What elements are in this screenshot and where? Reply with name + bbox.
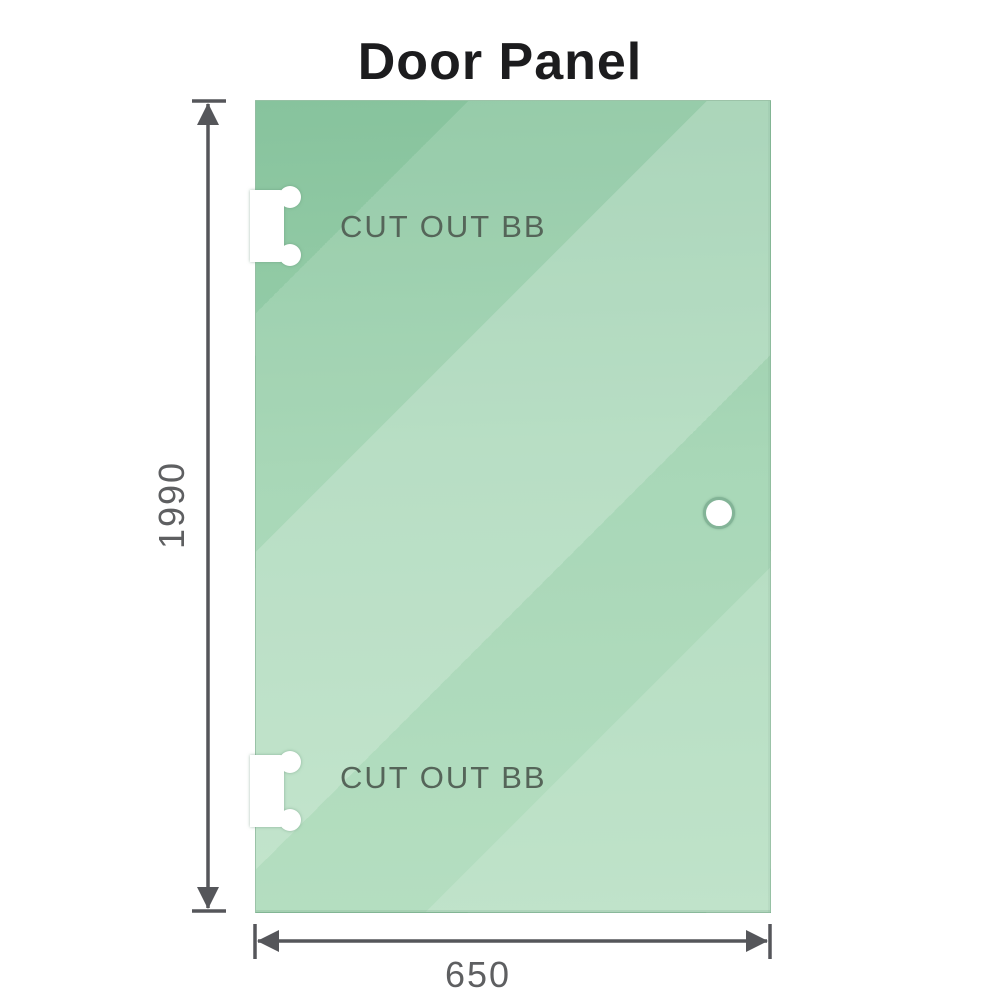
height-dimension-line	[192, 99, 226, 913]
handle-hole-icon	[703, 497, 735, 529]
arrow-right-icon	[746, 930, 768, 952]
height-dimension-label: 1990	[151, 460, 192, 550]
width-dimension-line	[253, 924, 772, 959]
arrow-up-icon	[197, 103, 219, 125]
glass-panel	[255, 100, 771, 913]
hinge-cutout-top-icon	[250, 186, 301, 266]
cutout-label-top: CUT OUT BB	[340, 209, 547, 244]
cutout-label-bottom: CUT OUT BB	[340, 760, 547, 795]
arrow-down-icon	[197, 887, 219, 909]
arrow-left-icon	[257, 930, 279, 952]
hinge-cutout-bottom-icon	[250, 751, 301, 831]
page-title: Door Panel	[357, 33, 643, 91]
width-dimension-label: 650	[444, 954, 512, 995]
